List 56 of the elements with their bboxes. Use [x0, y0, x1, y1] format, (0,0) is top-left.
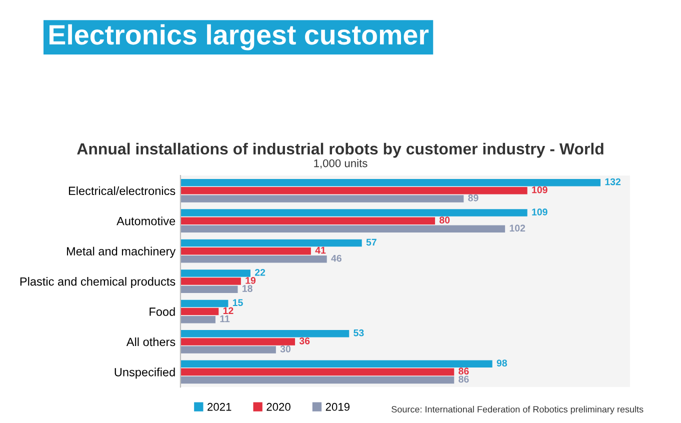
data-label: 12 — [223, 307, 234, 314]
bar — [180, 209, 528, 216]
bar — [180, 225, 506, 233]
source-note: Source: International Federation of Robotics preliminary results — [392, 406, 644, 414]
data-label: 102 — [510, 224, 526, 232]
text: 1,000 units — [314, 159, 368, 169]
chart-title: Electronics largest customer — [50, 24, 429, 50]
bar — [180, 217, 436, 224]
data-label: 15 — [232, 299, 243, 306]
data-label: 98 — [496, 360, 508, 366]
data-label: 19 — [246, 277, 256, 284]
bar — [180, 330, 350, 338]
data-label: 80 — [440, 216, 450, 224]
data-label: 109 — [532, 186, 548, 194]
data-label: 36 — [299, 337, 310, 344]
data-label: 11 — [220, 315, 230, 322]
data-label: 86 — [458, 376, 469, 383]
bar — [180, 256, 327, 263]
y-tick-label: Plastic and chemical products — [20, 277, 176, 288]
data-label: 41 — [315, 246, 326, 254]
data-label: 89 — [468, 194, 478, 202]
data-label: 46 — [331, 254, 342, 262]
y-tick-label: Metal and machinery — [67, 246, 176, 258]
y-tick-label: Unspecified — [114, 368, 175, 379]
y-tick-label: Food — [150, 307, 175, 316]
bar — [180, 338, 296, 346]
bar — [180, 187, 528, 194]
legend-label: 2020 — [266, 402, 290, 411]
data-label: 22 — [254, 268, 266, 276]
data-label: 57 — [366, 238, 376, 246]
y-tick-label: Electrical/electronics — [68, 186, 176, 196]
bar — [180, 195, 464, 202]
data-label: 109 — [532, 208, 548, 216]
bar — [180, 286, 238, 293]
bar — [180, 239, 362, 247]
data-label: 53 — [354, 329, 364, 336]
bar — [180, 376, 454, 384]
bar — [180, 346, 276, 354]
bar — [180, 247, 311, 255]
bar — [180, 308, 219, 316]
bar — [180, 300, 228, 308]
legend-label: 2019 — [326, 402, 350, 411]
bar — [180, 368, 454, 376]
legend-label: 2021 — [208, 402, 232, 411]
data-label: 132 — [605, 178, 621, 186]
bar — [180, 360, 492, 368]
data-label: 30 — [280, 346, 291, 352]
y-tick-label: Automotive — [116, 216, 176, 226]
bar — [180, 270, 250, 277]
bar — [180, 278, 241, 285]
data-label: 86 — [458, 368, 469, 375]
bar — [180, 316, 216, 324]
bar — [180, 178, 601, 186]
y-tick-label: All others — [126, 337, 176, 346]
chart-subtitle: Annual installations of industrial robots by customer industry - World — [77, 142, 604, 158]
data-label: 18 — [242, 285, 252, 292]
